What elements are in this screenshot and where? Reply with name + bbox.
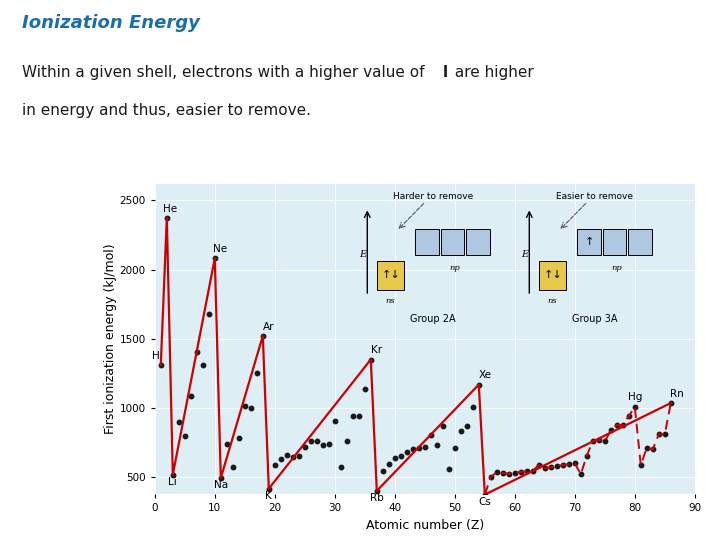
Text: Rn: Rn [670,389,684,399]
Text: Ne: Ne [212,244,227,254]
Text: Rb: Rb [370,494,384,503]
Text: Na: Na [214,481,228,490]
Text: l: l [443,65,448,80]
Text: in energy and thus, easier to remove.: in energy and thus, easier to remove. [22,103,310,118]
Text: Xe: Xe [478,370,491,381]
Text: Cs: Cs [478,497,491,507]
Text: Within a given shell, electrons with a higher value of: Within a given shell, electrons with a h… [22,65,429,80]
Text: K: K [266,491,272,501]
Text: H: H [152,351,160,361]
Text: Ar: Ar [263,322,274,332]
Text: He: He [163,204,177,214]
Text: are higher: are higher [450,65,534,80]
Text: Kr: Kr [372,346,382,355]
Text: Ionization Energy: Ionization Energy [22,14,199,31]
X-axis label: Atomic number (Z): Atomic number (Z) [366,519,484,532]
Text: Li: Li [168,477,177,487]
Y-axis label: First ionization energy (kJ/mol): First ionization energy (kJ/mol) [104,244,117,434]
Text: Hg: Hg [628,393,642,402]
